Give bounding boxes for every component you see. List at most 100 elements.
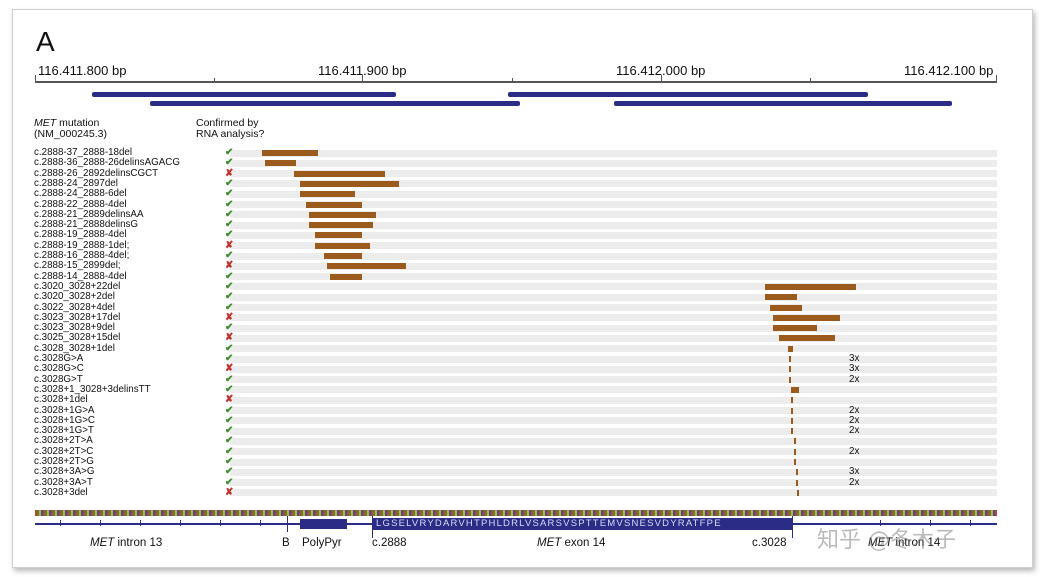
axis-tick-label: 116.412.100 bp — [904, 63, 994, 78]
row-background — [230, 365, 997, 373]
row-background — [230, 231, 997, 239]
row-background — [230, 345, 997, 353]
mutation-label: c.3028G>A — [34, 353, 84, 364]
confirmed-check-icon: ✔ — [225, 250, 234, 261]
gene-tick — [220, 520, 221, 526]
not-confirmed-x-icon: ✘ — [225, 239, 234, 251]
mutation-label: c.2888-19_2888-4del — [34, 229, 127, 241]
deletion-bar — [797, 489, 799, 496]
deletion-bar — [309, 222, 373, 229]
deletion-bar — [773, 314, 840, 321]
axis-tick-label: 116.412.000 bp — [616, 63, 706, 78]
row-background — [230, 149, 997, 157]
confirmed-check-icon: ✔ — [225, 414, 234, 426]
confirmed-check-icon: ✔ — [225, 456, 234, 467]
mutation-label: c.3028+2T>C — [34, 445, 94, 457]
not-confirmed-x-icon: ✘ — [225, 486, 234, 498]
row-background — [230, 458, 997, 466]
confirmed-check-icon: ✔ — [225, 301, 234, 313]
confirmed-check-icon: ✔ — [225, 435, 234, 447]
deletion-bar — [791, 386, 799, 393]
mutation-label: c.3020_3028+2del — [34, 291, 115, 303]
mutation-label: c.2888-21_2888delinsG — [34, 219, 139, 231]
confirmed-column-header: Confirmed by RNA analysis? — [196, 117, 265, 140]
deletion-bar — [794, 448, 796, 455]
not-confirmed-x-icon: ✘ — [225, 332, 234, 344]
row-background — [230, 489, 997, 497]
occurrence-count: 2x — [849, 414, 860, 426]
row-background — [230, 479, 997, 487]
branch-point-marker — [287, 516, 288, 532]
gene-tick — [970, 520, 971, 526]
mutation-label: c.3028+1_3028+3delinsTT — [34, 383, 151, 395]
confirmed-check-icon: ✔ — [225, 219, 234, 231]
axis-tick-label: 116.411.800 bp — [38, 63, 127, 78]
row-background — [230, 427, 997, 435]
deletion-bar — [791, 417, 793, 424]
c2888-label: c.2888 — [372, 537, 407, 549]
watermark: 知乎 @冬木子 — [817, 528, 956, 553]
transcript-track — [614, 101, 952, 106]
row-background — [230, 201, 997, 208]
row-background — [230, 396, 997, 404]
confirmed-check-icon: ✔ — [225, 291, 234, 303]
deletion-bar — [306, 201, 362, 208]
mutation-label: c.2888-36_2888-26delinsAGACG — [34, 157, 180, 169]
not-confirmed-x-icon: ✘ — [225, 260, 234, 272]
mutation-label: c.2888-15_2899del; — [34, 260, 121, 272]
axis-tick — [35, 75, 36, 83]
occurrence-count: 2x — [849, 373, 860, 385]
mutation-label: c.2888-14_2888-4del — [34, 270, 127, 282]
deletion-bar — [796, 469, 798, 476]
row-background — [230, 417, 997, 425]
gene-tick — [930, 520, 931, 526]
exon-14-label: MET exon 14 — [537, 537, 606, 549]
deletion-bar — [327, 263, 406, 270]
occurrence-count: 3x — [849, 466, 860, 478]
mutation-label: c.2888-24_2888-6del — [34, 188, 127, 200]
mutation-label: c.3028+3del — [34, 486, 88, 498]
row-background — [230, 190, 997, 198]
mutation-label: c.2888-21_2889delinsAA — [34, 208, 144, 220]
row-background — [230, 180, 997, 188]
confirmed-check-icon: ✔ — [225, 229, 234, 241]
c3028-label: c.3028 — [752, 537, 787, 549]
deletion-bar — [791, 397, 793, 404]
axis-tick — [810, 78, 811, 83]
deletion-bar — [265, 160, 296, 167]
transcript-track — [92, 92, 396, 97]
row-background — [230, 304, 997, 311]
confirmed-check-icon: ✔ — [225, 353, 234, 364]
gene-tick — [60, 520, 61, 526]
row-background — [230, 324, 997, 332]
mutation-label: c.2888-26_2892delinsCGCT — [34, 167, 159, 179]
transcript-track — [508, 92, 868, 97]
c2888-boundary-line — [372, 516, 373, 538]
deletion-bar — [300, 180, 399, 187]
occurrence-count: 2x — [849, 425, 860, 437]
deletion-bar — [773, 325, 817, 332]
mutation-label: c.3028+3A>G — [34, 466, 95, 478]
mutation-label: c.3025_3028+15del — [34, 332, 121, 344]
mutation-label: c.2888-37_2888-18del — [34, 147, 133, 158]
axis-tick — [214, 78, 215, 83]
panel-label: A — [36, 26, 55, 57]
confirmed-check-icon: ✔ — [225, 342, 234, 354]
row-background — [230, 273, 997, 281]
deletion-bar — [765, 294, 797, 301]
confirmed-check-icon: ✔ — [225, 373, 234, 385]
intron-14-label: MET intron 14 — [868, 537, 941, 549]
row-background — [230, 262, 997, 270]
axis-tick — [996, 75, 997, 83]
mutation-label: c.3022_3028+4del — [34, 301, 115, 313]
mutation-label: c.3023_3028+17del — [34, 311, 121, 323]
row-background — [230, 283, 997, 291]
intron-13-label: MET intron 13 — [90, 537, 163, 549]
axis-tick — [661, 75, 662, 83]
row-background — [230, 293, 997, 301]
confirmed-check-icon: ✔ — [225, 208, 234, 220]
gene-tick — [260, 520, 261, 526]
gene-tick — [100, 520, 101, 526]
confirmed-check-icon: ✔ — [225, 425, 234, 437]
deletion-bar — [788, 345, 793, 352]
